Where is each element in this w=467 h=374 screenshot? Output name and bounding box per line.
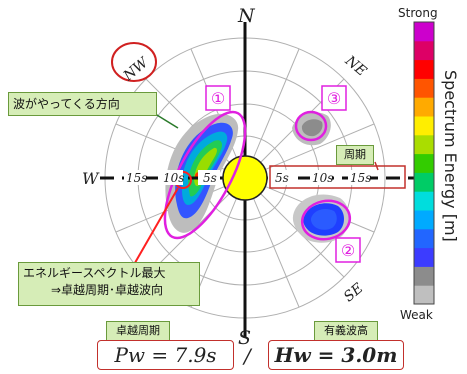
marker-1-box [205,85,231,111]
colorbar-segment [414,116,434,136]
pw-label: 卓越周期 [106,321,170,341]
nw-highlight [111,42,157,82]
period-tick-left-5: 5s [203,171,217,185]
north-label: N [237,5,256,27]
west-label: W [82,169,100,188]
center-circle [222,155,268,201]
period-scale-box [269,165,406,189]
period-tick-left-15: 15s [126,171,147,185]
marker-2: ② [341,241,355,260]
marker-3-box [321,85,347,111]
colorbar-segment [414,191,434,211]
marker-2-box [335,237,361,263]
south-label: S [238,327,251,349]
colorbar-strong-label: Strong [398,6,438,20]
colorbar-segment [414,266,434,286]
colorbar-segment [414,210,434,230]
colorbar-segment [414,172,434,192]
spectrum-blob-2 [292,194,350,243]
colorbar-segment [414,78,434,98]
marker-3: ③ [327,89,341,108]
colorbar-segment [414,97,434,117]
colorbar-outline [413,21,435,305]
highlight-ellipses [163,110,352,241]
energy-colorbar [413,21,435,305]
marker-1: ① [211,89,225,108]
southeast-label: SE [341,280,366,305]
pw-value: Pw = 7.9s [97,340,234,370]
hw-value: Hw = 3.0m [268,340,404,370]
colorbar-title: Spectrum Energy [m] [441,70,460,242]
colorbar-segment [414,228,434,249]
max-energy-callout-line1: エネルギースペクトル最大 [23,266,166,280]
max-energy-pointer [131,187,179,269]
period-tick-right-15: 15s [350,171,371,185]
wave-direction-callout: 波がやってくる方向 [8,92,157,116]
colorbar-segment [414,59,434,79]
period-tick-right-10: 10s [312,171,333,185]
max-energy-callout: エネルギースペクトル最大 ⇒卓越周期･卓越波向 [18,262,200,306]
period-tick-right-5: 5s [275,171,289,185]
period-callout: 周期 [336,145,374,165]
northeast-label: NE [341,52,369,79]
colorbar-segment [414,247,434,267]
hw-label: 有義波高 [314,321,378,341]
colorbar-segment [414,134,434,155]
period-tick-left-10: 10s [163,171,184,185]
colorbar-segment [414,153,434,173]
colorbar-segment [414,22,434,42]
summary-separator: / [242,344,253,368]
colorbar-weak-label: Weak [400,308,433,322]
max-energy-callout-line2: ⇒卓越周期･卓越波向 [51,283,164,297]
colorbar-segment [414,40,434,61]
colorbar-segment [414,285,434,305]
